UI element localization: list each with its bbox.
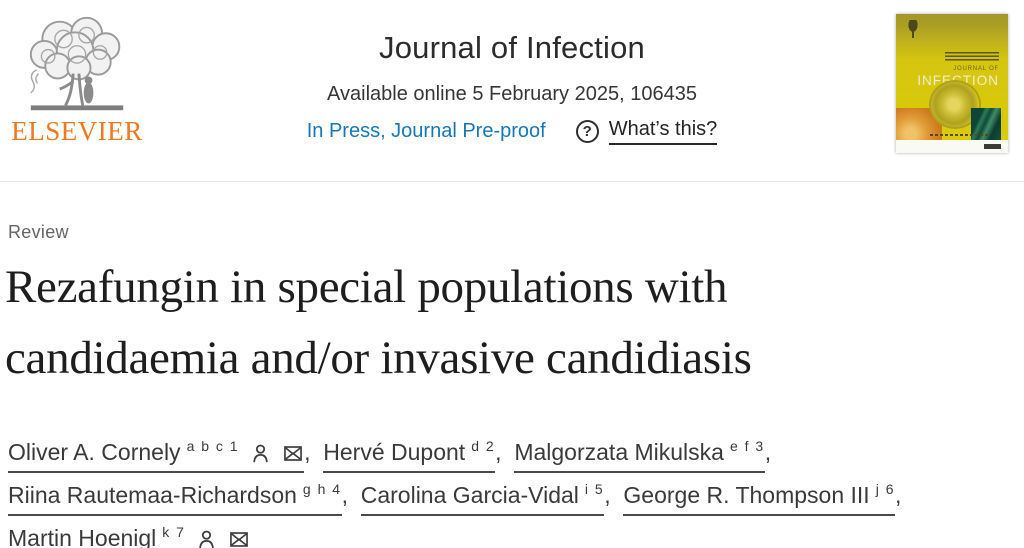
person-icon[interactable] <box>250 443 271 464</box>
journal-cover-thumbnail[interactable]: JOURNAL OF INFECTION <box>896 14 1008 153</box>
author-affiliations: e f 3 <box>729 438 765 454</box>
author-link[interactable]: Oliver A. Cornely a b c 1 <box>8 438 305 473</box>
author-name: Martin Hoenigl <box>8 525 157 548</box>
author-link[interactable]: Malgorzata Mikulska e f 3 <box>514 438 765 473</box>
author-separator: , <box>495 439 508 465</box>
author-separator: , <box>604 482 617 508</box>
author-name: Malgorzata Mikulska <box>514 439 724 465</box>
author-name: Carolina Garcia-Vidal <box>360 482 579 508</box>
availability-text: Available online 5 February 2025, 106435 <box>327 83 697 105</box>
article-title-line1: Rezafungin in special populations with <box>5 261 728 313</box>
author-name: George R. Thompson III <box>623 482 870 508</box>
cover-publisher-mark <box>984 144 1001 149</box>
person-icon[interactable] <box>196 529 217 548</box>
journal-title: Journal of Infection <box>379 30 645 65</box>
elsevier-logo[interactable]: ELSEVIER <box>10 14 144 147</box>
article-title-line2: candidaemia and/or invasive candidiasis <box>5 332 752 384</box>
author-link[interactable]: Carolina Garcia-Vidal i 5 <box>360 481 605 516</box>
author-separator: , <box>764 439 772 465</box>
journal-header: ELSEVIER Journal of Infection Available … <box>0 0 1024 181</box>
author-list: Oliver A. Cornely a b c 1, Hervé Dupont d … <box>8 431 1016 548</box>
press-status-row: In Press, Journal Pre-proof ? What’s thi… <box>212 118 812 145</box>
elsevier-wordmark: ELSEVIER <box>11 116 143 146</box>
envelope-icon[interactable] <box>282 443 304 464</box>
author-affiliations: a b c 1 <box>186 438 240 454</box>
author-link[interactable]: Riina Rautemaa-Richardson g h 4 <box>8 481 342 516</box>
cover-editor-text <box>945 52 999 61</box>
article-main: Review Rezafungin in special populations… <box>0 222 1024 548</box>
elsevier-tree-icon <box>10 14 144 116</box>
cover-journal-of: JOURNAL OF <box>953 66 999 72</box>
author-affiliations: d 2 <box>471 438 496 454</box>
cover-caption-text <box>930 134 988 136</box>
cover-footer <box>896 140 1008 153</box>
author-link[interactable]: Hervé Dupont d 2 <box>323 438 496 473</box>
article-title: Rezafungin in special populations with c… <box>5 252 1016 394</box>
author-affiliations: j 6 <box>875 481 895 497</box>
header-divider <box>0 181 1024 182</box>
author-affiliations: i 5 <box>584 481 605 497</box>
whats-this-link[interactable]: What’s this? <box>608 118 718 145</box>
question-icon[interactable]: ? <box>575 120 599 143</box>
journal-info: Journal of Infection Available online 5 … <box>212 30 812 145</box>
author-link[interactable]: George R. Thompson III j 6 <box>623 481 895 516</box>
in-press-link[interactable]: In Press, Journal Pre-proof <box>306 120 546 142</box>
author-name: Oliver A. Cornely <box>8 439 181 465</box>
cover-elsevier-tree-icon <box>907 20 919 38</box>
author-link[interactable]: Martin Hoenigl k 7 <box>8 524 250 548</box>
whats-this-help[interactable]: ? What’s this? <box>575 118 718 145</box>
author-separator: , <box>341 482 355 508</box>
author-affiliations: g h 4 <box>302 481 342 497</box>
article-category-label: Review <box>8 222 69 242</box>
author-separator: , <box>895 482 902 508</box>
envelope-icon[interactable] <box>228 529 250 548</box>
author-name: Riina Rautemaa-Richardson <box>8 482 297 508</box>
author-name: Hervé Dupont <box>323 439 466 465</box>
author-icons <box>196 529 250 548</box>
author-affiliations: k 7 <box>162 524 186 540</box>
author-separator: , <box>304 439 317 465</box>
author-icons <box>250 443 304 464</box>
